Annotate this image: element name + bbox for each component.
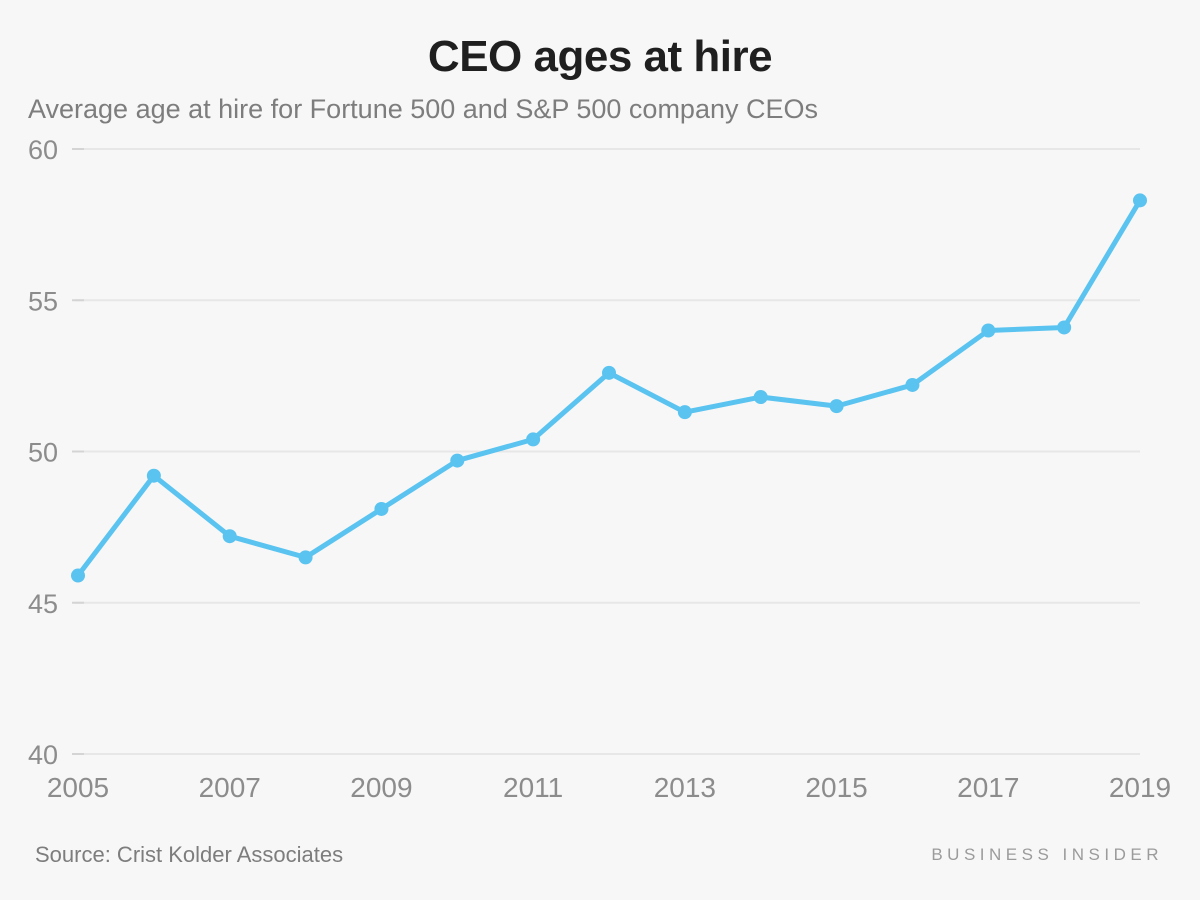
y-tick-label: 60 bbox=[28, 135, 58, 165]
x-tick-label: 2015 bbox=[805, 772, 867, 803]
x-tick-label: 2019 bbox=[1109, 772, 1171, 803]
y-tick-label: 50 bbox=[28, 438, 58, 468]
trend-line bbox=[75, 197, 1143, 579]
data-point-2006 bbox=[146, 468, 161, 483]
data-point-2018 bbox=[1057, 320, 1072, 335]
line-chart: 40 45 50 55 60 2005 2007 2009 2011 2013 2015 2017 20… bbox=[28, 135, 1171, 803]
x-tick-label: 2007 bbox=[199, 772, 261, 803]
data-point-2008 bbox=[298, 550, 313, 565]
y-tick-label: 55 bbox=[28, 286, 58, 316]
data-point-2019 bbox=[1133, 193, 1147, 208]
data-point-2014 bbox=[753, 390, 768, 405]
data-point-2016 bbox=[905, 377, 920, 392]
data-point-2017 bbox=[981, 323, 996, 338]
data-point-2009 bbox=[374, 501, 389, 516]
y-tick-label: 40 bbox=[28, 740, 58, 770]
source-credit: Source: Crist Kolder Associates bbox=[35, 842, 344, 867]
data-point-2015 bbox=[829, 399, 844, 414]
chart-subtitle: Average age at hire for Fortune 500 and … bbox=[28, 94, 818, 124]
data-point-2013 bbox=[677, 405, 692, 420]
business-insider-logo: BUSINESS INSIDER bbox=[931, 845, 1163, 864]
x-tick-label: 2005 bbox=[47, 772, 109, 803]
data-point-2005 bbox=[71, 568, 85, 583]
x-tick-label: 2011 bbox=[503, 772, 563, 803]
chart-title: CEO ages at hire bbox=[427, 32, 773, 81]
data-point-2007 bbox=[222, 529, 237, 544]
x-tick-label: 2017 bbox=[957, 772, 1019, 803]
x-tick-label: 2009 bbox=[350, 772, 412, 803]
data-point-2012 bbox=[602, 365, 616, 380]
data-point-2010 bbox=[450, 453, 465, 468]
y-tick-label: 45 bbox=[28, 589, 58, 619]
data-point-2011 bbox=[526, 432, 541, 447]
x-tick-label: 2013 bbox=[654, 772, 716, 803]
